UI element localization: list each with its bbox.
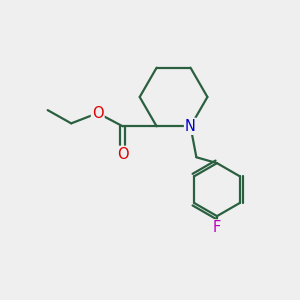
Text: O: O <box>117 147 129 162</box>
Text: N: N <box>185 119 196 134</box>
Text: F: F <box>213 220 221 236</box>
Text: O: O <box>92 106 103 121</box>
